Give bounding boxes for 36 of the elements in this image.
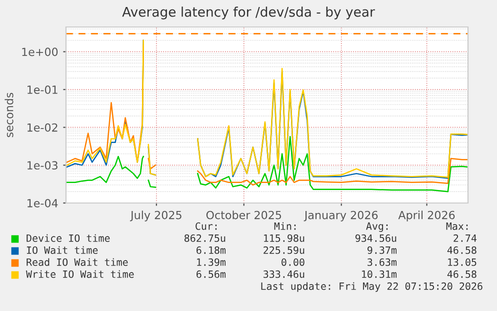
text: Max: (446, 222, 468, 230)
text: 13.05 (448, 258, 476, 266)
x-tick-label: July 2025 (130, 210, 182, 222)
text: 0.00 (282, 258, 304, 266)
legend-label: Write IO Wait time (26, 270, 134, 278)
text: Cur: (196, 222, 217, 230)
text: 1.39m (197, 258, 226, 266)
y-tick-label: 1e+00 (22, 48, 58, 56)
text: 2.74 (454, 234, 477, 242)
text: 6.18m (196, 246, 226, 254)
legend-label: IO Wait time (26, 246, 98, 254)
y-tick-label: 1e-03 (28, 161, 58, 170)
text: Avg: (366, 222, 388, 232)
text: 46.58 (447, 246, 476, 254)
text: Min: (274, 222, 296, 230)
x-tick-label: January 2026 (304, 210, 378, 222)
text: 333.46u (264, 270, 304, 278)
x-tick-label: April 2026 (398, 210, 455, 222)
text: 225.59u (264, 246, 304, 254)
text: 862.75u (184, 234, 226, 242)
y-tick-label: 1e-02 (28, 123, 58, 132)
text: 3.63m (368, 258, 397, 266)
text: 46.58 (447, 270, 476, 278)
legend-label: Device IO time (26, 234, 110, 242)
text: 934.56u (355, 234, 396, 242)
text: 9.37m (368, 246, 397, 254)
legend-label: Read IO Wait time (26, 258, 128, 266)
y-tick-label: 1e-01 (28, 86, 58, 94)
y-tick-label: 1e-04 (28, 198, 58, 208)
y-axis-title: seconds (4, 92, 14, 138)
text: 115.98u (264, 234, 304, 242)
chart-title: Average latency for /dev/sda - by year (122, 6, 375, 20)
text: 10.31m (362, 270, 397, 278)
text: Last update: Fri May 22 07:15:20 2026 (261, 282, 482, 292)
x-tick-label: October 2025 (206, 210, 282, 220)
text: 6.56m (196, 270, 226, 278)
